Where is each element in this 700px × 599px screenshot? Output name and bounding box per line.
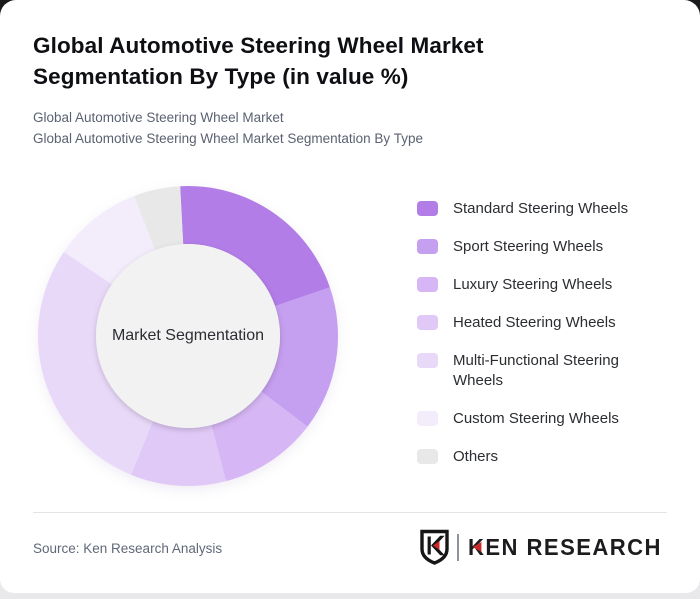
donut-center-circle <box>96 244 280 428</box>
legend-label: Others <box>453 448 499 465</box>
legend-item: Sport Steering Wheels <box>417 237 669 257</box>
donut-segment-5 <box>63 195 156 285</box>
legend-swatch <box>417 411 438 426</box>
legend-item: Custom Steering Wheels <box>417 409 669 429</box>
legend-swatch <box>417 353 438 368</box>
legend-item: Luxury Steering Wheels <box>417 275 669 295</box>
donut-segment-4 <box>37 251 154 475</box>
footer-divider <box>33 512 667 513</box>
donut-segment-3 <box>130 421 227 487</box>
legend-label: Multi-Functional Steering Wheels <box>453 352 619 389</box>
subtitle-block: Global Automotive Steering Wheel Market … <box>33 107 423 149</box>
legend-item: Standard Steering Wheels <box>417 199 669 219</box>
donut-segment-2 <box>211 391 308 482</box>
page-title: Global Automotive Steering Wheel Market … <box>33 33 484 89</box>
donut-segment-6 <box>134 186 184 251</box>
donut-chart-svg <box>37 186 339 487</box>
legend: Standard Steering Wheels Sport Steering … <box>417 199 669 467</box>
logo-k-red-triangle-icon <box>472 542 482 552</box>
ken-research-logo: KEN RESEARCH <box>419 529 670 565</box>
logo-divider <box>456 533 459 561</box>
ken-research-shield-icon <box>420 529 449 565</box>
legend-label: Standard Steering Wheels <box>453 200 629 217</box>
legend-label: Luxury Steering Wheels <box>453 276 613 293</box>
legend-swatch <box>417 315 438 330</box>
logo-wordmark: KEN RESEARCH <box>467 533 662 560</box>
legend-item: Heated Steering Wheels <box>417 313 669 333</box>
donut-chart: Market Segmentation <box>28 176 348 496</box>
subtitle-line-1: Global Automotive Steering Wheel Market <box>33 110 284 125</box>
donut-segment-0 <box>180 186 330 307</box>
donut-segment-1 <box>261 287 339 427</box>
source-text: Source: Ken Research Analysis <box>33 541 223 556</box>
legend-swatch <box>417 239 438 254</box>
legend-swatch <box>417 449 438 464</box>
legend-label: Sport Steering Wheels <box>453 238 604 255</box>
legend-label: Heated Steering Wheels <box>453 314 616 331</box>
legend-item: Multi-Functional Steering Wheels <box>417 351 669 391</box>
subtitle-line-2: Global Automotive Steering Wheel Market … <box>33 131 423 146</box>
legend-label: Custom Steering Wheels <box>453 410 619 427</box>
legend-item: Others <box>417 447 669 467</box>
legend-swatch <box>417 201 438 216</box>
legend-swatch <box>417 277 438 292</box>
